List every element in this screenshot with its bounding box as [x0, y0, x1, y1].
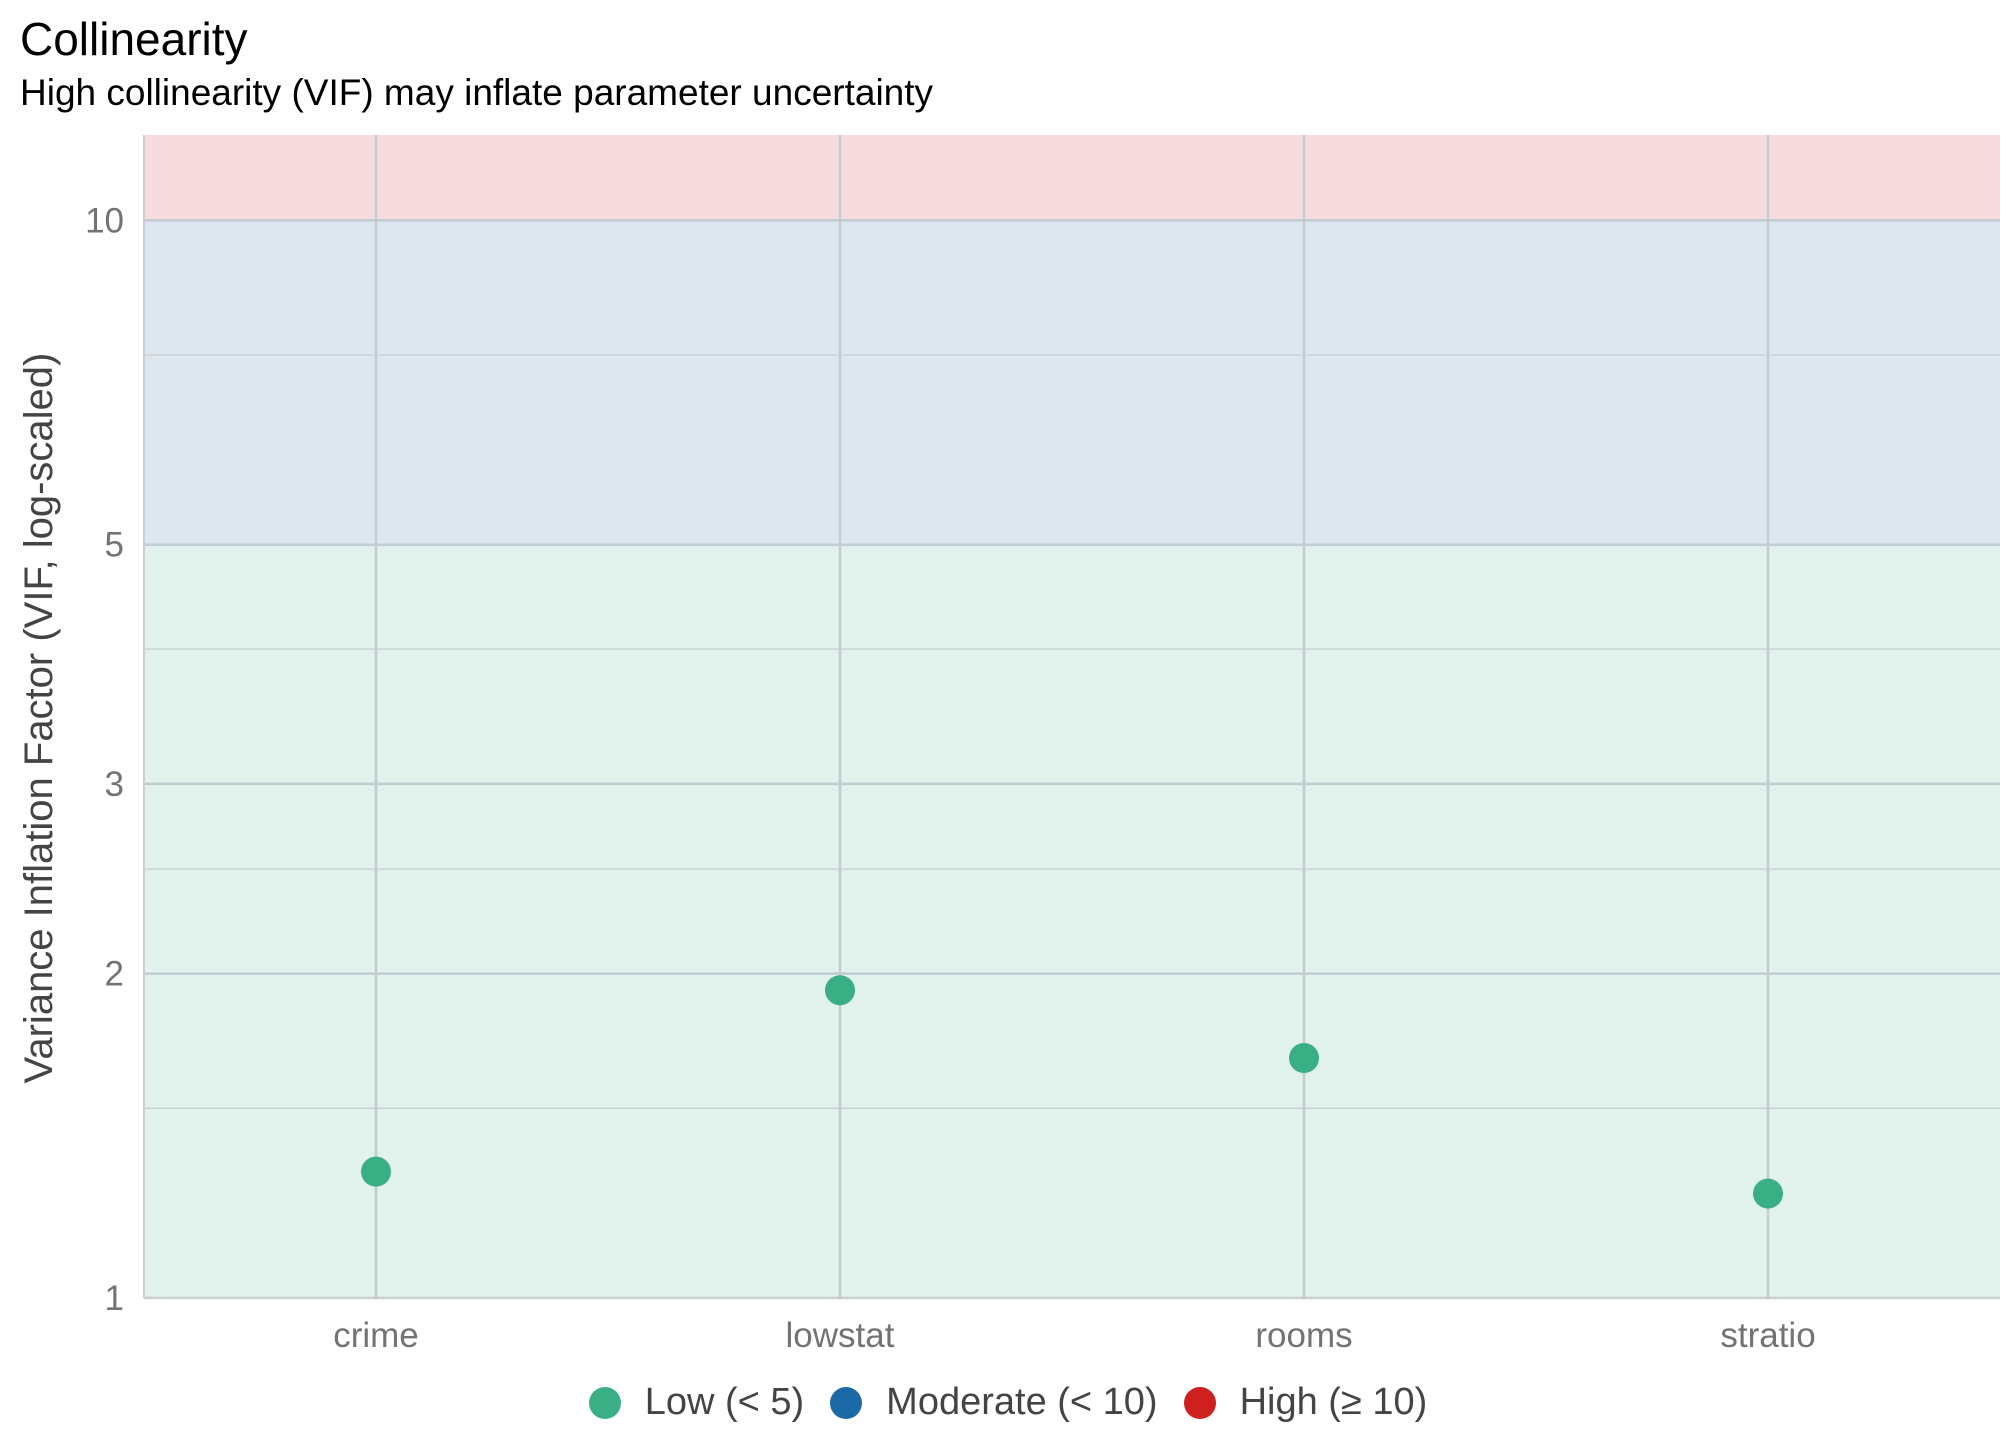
y-tick-label-2: 2	[105, 955, 124, 994]
x-tick-label-rooms: rooms	[1255, 1316, 1352, 1355]
point-rooms	[1289, 1042, 1319, 1073]
y-tick-label-1: 1	[105, 1279, 124, 1318]
legend-label: High (≥ 10)	[1239, 1381, 1428, 1423]
point-stratio	[1753, 1178, 1783, 1209]
band-2	[144, 135, 2000, 221]
legend-item-moderate-10: Moderate (< 10)	[830, 1381, 1158, 1424]
x-tick-label-lowstat: lowstat	[786, 1316, 895, 1355]
band-1	[144, 220, 2000, 545]
chart-title: Collinearity	[20, 13, 248, 65]
legend-label: Low (< 5)	[644, 1381, 805, 1423]
legend-swatch	[588, 1386, 621, 1419]
chart-subtitle: High collinearity (VIF) may inflate para…	[20, 72, 934, 113]
legend-swatch	[1183, 1386, 1216, 1419]
legend: Low (< 5) Moderate (< 10) High (≥ 10)	[0, 1381, 2016, 1424]
legend-swatch	[830, 1386, 863, 1419]
point-crime	[361, 1156, 391, 1187]
band-0	[144, 544, 2000, 1298]
y-tick-label-3: 3	[105, 765, 124, 804]
x-tick-label-stratio: stratio	[1720, 1316, 1815, 1355]
legend-item-high-10: High (≥ 10)	[1183, 1381, 1428, 1424]
legend-label: Moderate (< 10)	[886, 1381, 1158, 1423]
legend-item-low-5: Low (< 5)	[588, 1381, 805, 1424]
x-tick-label-crime: crime	[333, 1316, 419, 1355]
y-tick-label-5: 5	[105, 526, 124, 565]
point-lowstat	[825, 975, 855, 1006]
y-axis-label: Variance Inflation Factor (VIF, log-scal…	[17, 353, 61, 1084]
y-tick-label-10: 10	[85, 201, 124, 240]
